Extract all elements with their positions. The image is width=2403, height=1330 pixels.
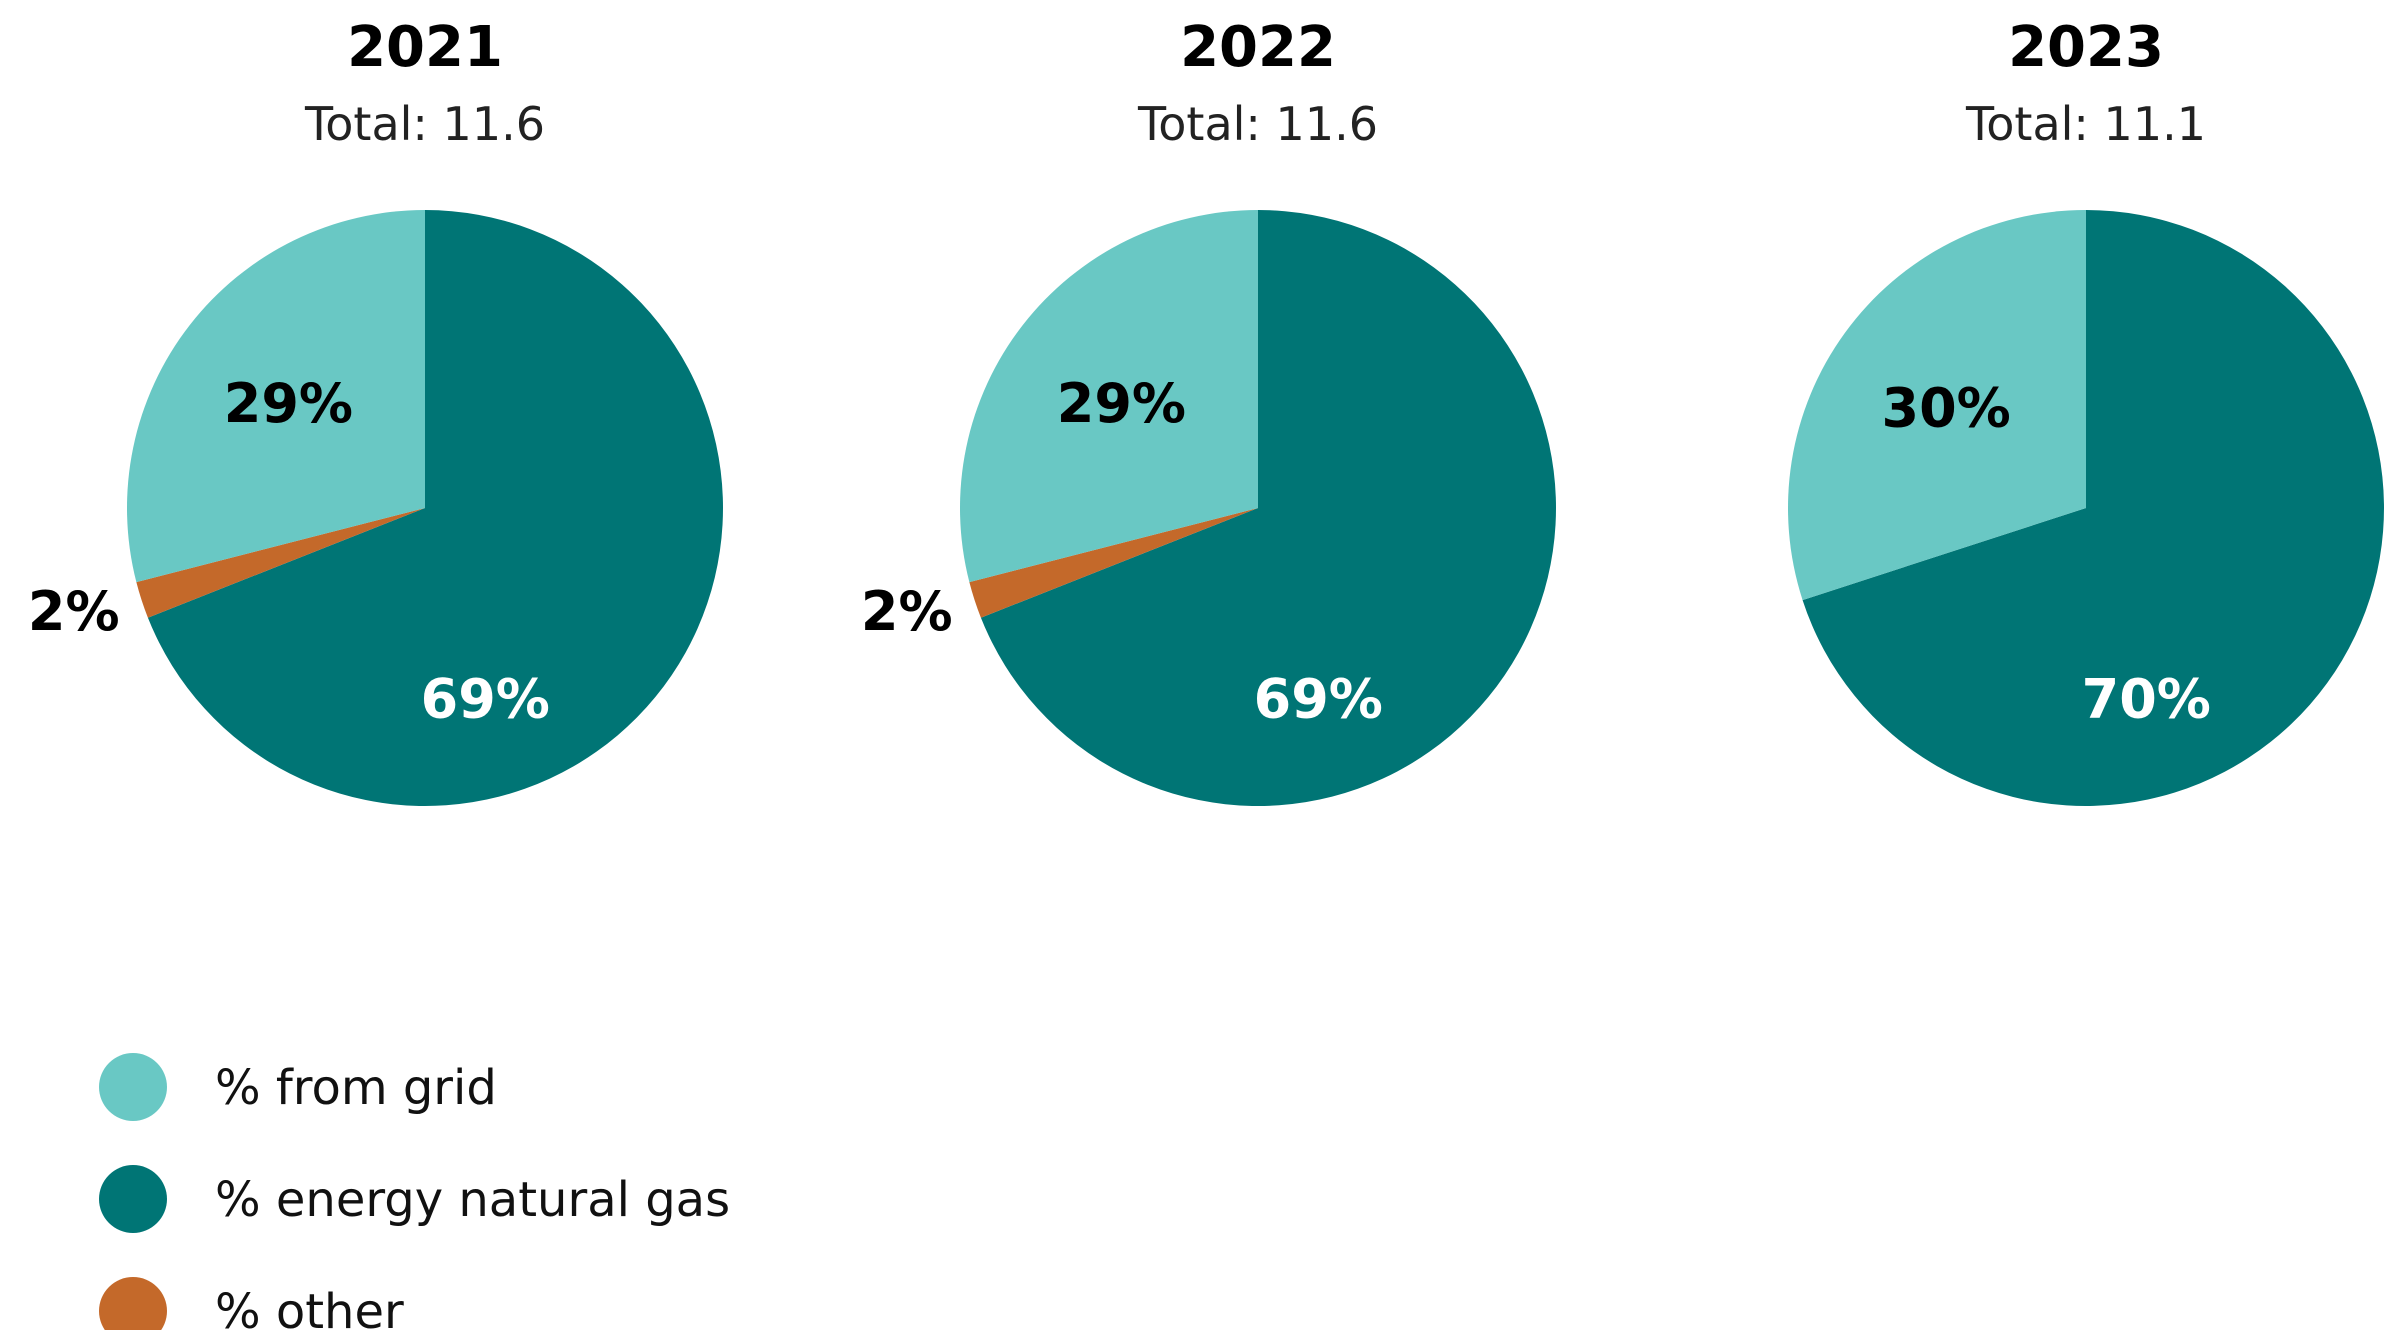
pie-subtitle: Total: 11.6 <box>304 97 545 151</box>
pie-subtitle: Total: 11.1 <box>1965 97 2206 151</box>
pie-label-grid: 29% <box>1057 372 1186 435</box>
legend-item: % energy natural gas <box>99 1165 730 1233</box>
pie-slice-gas <box>980 210 1556 806</box>
pie-slice-other <box>969 508 1258 618</box>
legend-label: % from grid <box>215 1060 497 1116</box>
pie-charts-group: 2021 Total: 11.6 29% 69% 2% 2022 Total: 11.6 29… <box>28 15 2385 807</box>
pie-title: 2022 <box>1180 15 1336 80</box>
pie-label-other: 2% <box>861 580 953 643</box>
pie-label-other: 2% <box>28 580 120 643</box>
pie-label-gas: 69% <box>421 667 550 730</box>
legend-label: % energy natural gas <box>215 1172 730 1228</box>
legend-swatch <box>99 1053 167 1121</box>
legend-item: % from grid <box>99 1053 497 1121</box>
legend-swatch <box>99 1277 167 1330</box>
pie-title: 2023 <box>2008 15 2164 80</box>
pie-2022: 2022 Total: 11.6 29% 69% 2% <box>861 15 1556 806</box>
pie-2023: 2023 Total: 11.1 30% 70% <box>1788 15 2385 807</box>
pie-slice-gas <box>1802 210 2385 807</box>
pie-slice-grid <box>1788 210 2086 601</box>
pie-slice-grid <box>960 210 1258 583</box>
pie-label-gas: 69% <box>1254 667 1383 730</box>
pie-slice-gas <box>147 210 723 806</box>
legend-swatch <box>99 1165 167 1233</box>
legend-label: % other <box>215 1284 404 1330</box>
legend: % from grid % energy natural gas % other <box>99 1053 730 1330</box>
legend-item: % other <box>99 1277 404 1330</box>
pie-label-grid: 30% <box>1882 376 2011 439</box>
pie-slice-other <box>136 508 425 618</box>
pie-slice-grid <box>127 210 426 583</box>
pie-label-grid: 29% <box>224 372 353 435</box>
pie-2021: 2021 Total: 11.6 29% 69% 2% <box>28 15 723 806</box>
pie-subtitle: Total: 11.6 <box>1137 97 1378 151</box>
pie-title: 2021 <box>347 15 503 80</box>
pie-label-gas: 70% <box>2082 667 2211 730</box>
